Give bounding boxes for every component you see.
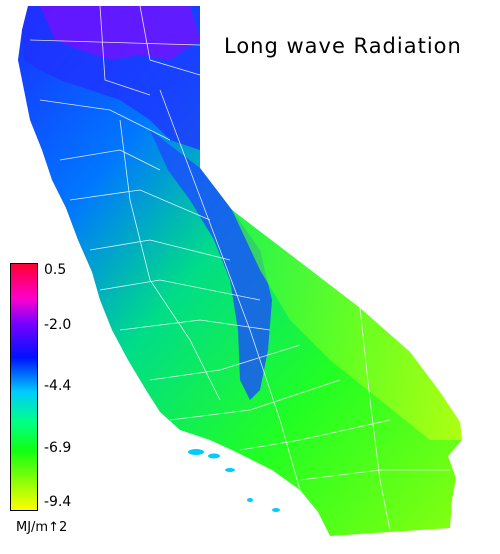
east-desert-region xyxy=(232,210,462,440)
legend-units: MJ/m↑2 xyxy=(16,520,68,535)
legend-tick-min: -9.4 xyxy=(44,494,72,510)
legend-tick-3: -4.4 xyxy=(44,378,72,394)
legend-colorbar xyxy=(10,263,38,511)
sierra-band xyxy=(150,130,272,400)
channel-islands xyxy=(188,449,280,512)
map-title: Long wave Radiation xyxy=(224,34,462,58)
north-peak-region xyxy=(40,6,200,60)
legend-tick-2: -2.0 xyxy=(44,317,72,333)
legend-tick-max: 0.5 xyxy=(44,262,67,278)
legend-tick-4: -6.9 xyxy=(44,440,72,456)
county-borders xyxy=(29,5,450,531)
